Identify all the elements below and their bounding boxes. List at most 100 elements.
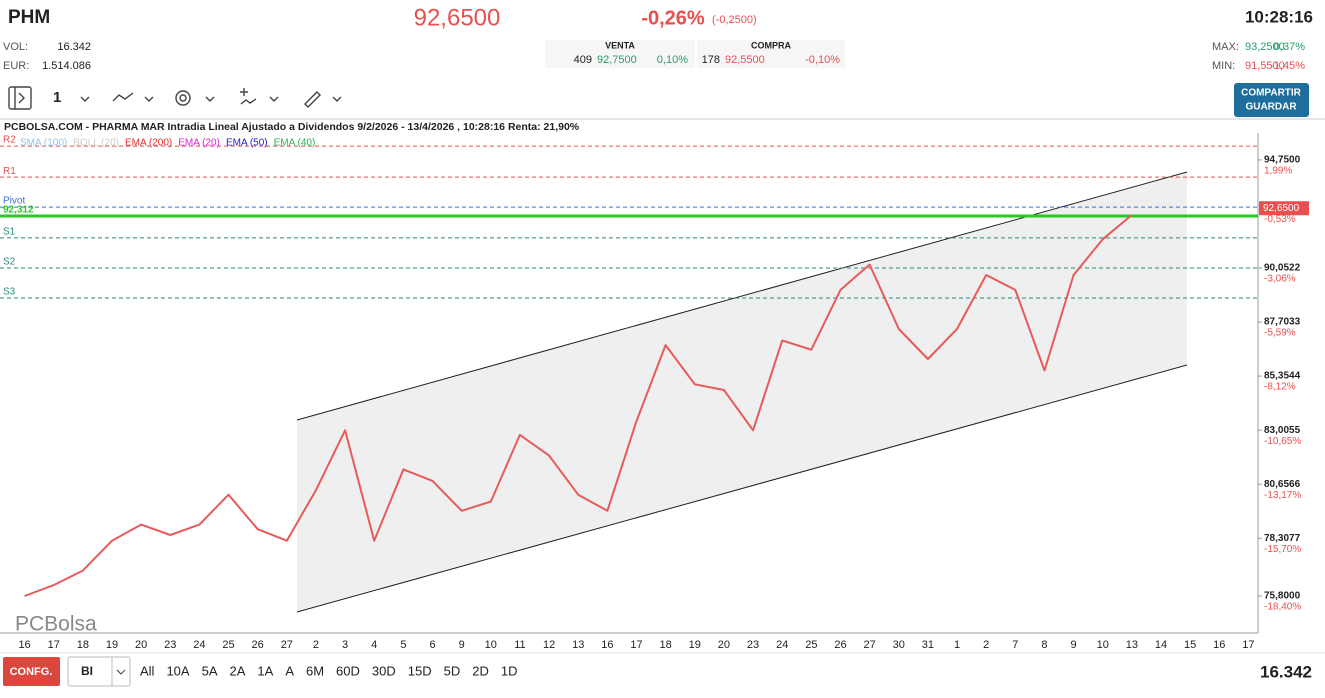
x-tick-label: 25: [805, 639, 817, 651]
x-tick-label: 27: [863, 639, 875, 651]
y-tick-label: 80,6566: [1264, 479, 1301, 490]
x-tick-label: 8: [1041, 639, 1047, 651]
x-tick-label: 2: [983, 639, 989, 651]
x-tick-label: 10: [485, 639, 497, 651]
footer-volume: 16.342: [1260, 662, 1312, 681]
style-label[interactable]: BI: [81, 664, 93, 678]
dropdown[interactable]: [116, 669, 126, 675]
level-label: S1: [3, 227, 16, 238]
level-label: Pivot: [3, 196, 25, 207]
x-tick-label: 16: [18, 639, 30, 651]
range-button[interactable]: 5A: [202, 663, 218, 678]
y-tick-change: -3,06%: [1264, 274, 1296, 285]
dropdown[interactable]: [80, 96, 90, 102]
y-tick-change: 1,99%: [1264, 166, 1292, 177]
buy-box: [697, 40, 845, 68]
min-label: MIN:: [1212, 60, 1235, 72]
x-tick-label: 5: [400, 639, 406, 651]
x-tick-label: 26: [252, 639, 264, 651]
eur-label: EUR:: [3, 60, 29, 72]
indicator-label: BOLL (20): [73, 138, 119, 149]
interval[interactable]: 1: [53, 89, 61, 106]
sell-price: 92,7500: [597, 54, 637, 66]
style-select[interactable]: [67, 656, 131, 687]
x-tick-label: 26: [834, 639, 846, 651]
x-tick-label: 16: [601, 639, 613, 651]
indicators[interactable]: [240, 88, 257, 105]
vol-label: VOL:: [3, 41, 28, 53]
x-tick-label: 13: [572, 639, 584, 651]
buy-qty: 178: [702, 54, 720, 66]
y-tick-label: 83,0055: [1264, 425, 1301, 436]
x-tick-label: 23: [747, 639, 759, 651]
range-button[interactable]: 15D: [408, 663, 432, 678]
config-label[interactable]: CONFG.: [10, 666, 53, 678]
x-tick-label: 27: [281, 639, 293, 651]
range-button[interactable]: 1D: [501, 663, 518, 678]
price-line: [24, 214, 1133, 597]
panel-toggle[interactable]: [8, 86, 32, 110]
sell-qty: 409: [574, 54, 592, 66]
range-button[interactable]: 5D: [444, 663, 461, 678]
x-tick-label: 9: [459, 639, 465, 651]
vol: 16.342: [57, 41, 91, 53]
y-tick-change: -5,59%: [1264, 328, 1296, 339]
y-tick-label: 85,3544: [1264, 371, 1301, 382]
config-button[interactable]: [3, 657, 60, 686]
x-tick-label: 12: [543, 639, 555, 651]
range-button[interactable]: 60D: [336, 663, 360, 678]
y-tick-label: 75,8000: [1264, 591, 1301, 602]
price: 92,6500: [414, 4, 501, 31]
x-tick-label: 23: [164, 639, 176, 651]
last-price-label: 92,6500: [1263, 203, 1300, 214]
chart-title: PCBOLSA.COM - PHARMA MAR Intradia Lineal…: [4, 121, 580, 133]
x-tick-label: 11: [514, 639, 525, 651]
symbol: PHM: [8, 7, 50, 28]
range-button[interactable]: 30D: [372, 663, 396, 678]
chart-type[interactable]: [112, 92, 134, 102]
max-pct: 0,37%: [1274, 41, 1305, 53]
indicator-label: EMA (50): [226, 138, 268, 149]
x-tick-label: 3: [342, 639, 348, 651]
max: 93,2500: [1245, 41, 1285, 53]
range-button[interactable]: A: [285, 663, 294, 678]
max-label: MAX:: [1212, 41, 1239, 53]
x-tick-label: 14: [1155, 639, 1167, 651]
x-tick-label: 24: [776, 639, 788, 651]
range-button[interactable]: 1A: [257, 663, 273, 678]
x-tick-label: 30: [893, 639, 905, 651]
x-tick-label: 20: [135, 639, 147, 651]
x-tick-label: 25: [222, 639, 234, 651]
last-price-change: -0,53%: [1264, 214, 1296, 225]
range-button[interactable]: All: [140, 663, 155, 678]
indicator-label: EMA (40): [274, 138, 316, 149]
level-label: S3: [3, 287, 16, 298]
range-button[interactable]: 6M: [306, 663, 324, 678]
channel-fill: [297, 172, 1187, 612]
change-pct: -0,26%: [641, 7, 705, 29]
x-tick-label: 20: [718, 639, 730, 651]
range-button[interactable]: 10A: [166, 663, 189, 678]
x-tick-label: 15: [1184, 639, 1196, 651]
range-button[interactable]: 2A: [230, 663, 246, 678]
share-label[interactable]: COMPARTIR: [1241, 88, 1302, 99]
range-button[interactable]: 2D: [472, 663, 489, 678]
indicator-label: SMA (100): [20, 138, 67, 149]
y-tick-label: 87,7033: [1264, 317, 1301, 328]
channel-upper: [296, 171, 1188, 421]
draw[interactable]: [304, 91, 321, 108]
save-label[interactable]: GUARDAR: [1245, 102, 1297, 113]
buy-pct: -0,10%: [805, 54, 840, 66]
x-tick-label: 19: [106, 639, 118, 651]
x-tick-label: 17: [48, 639, 60, 651]
settings[interactable]: [175, 90, 191, 106]
level-label: R1: [3, 166, 16, 177]
x-tick-label: 16: [1213, 639, 1225, 651]
y-tick-change: -18,40%: [1264, 602, 1301, 613]
level-label: R2: [3, 135, 16, 146]
buy-price: 92,5500: [725, 54, 765, 66]
share-button[interactable]: [1234, 83, 1309, 117]
x-tick-label: 4: [371, 639, 377, 651]
watermark: PCBolsa: [15, 613, 97, 636]
